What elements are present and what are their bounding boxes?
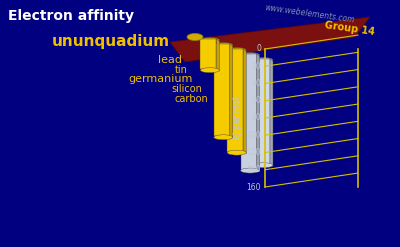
Polygon shape (257, 54, 260, 172)
Ellipse shape (200, 38, 219, 42)
Text: ununquadium: ununquadium (52, 35, 170, 49)
Ellipse shape (187, 34, 203, 41)
Ellipse shape (227, 47, 246, 53)
Text: 160: 160 (246, 183, 261, 191)
Polygon shape (200, 39, 216, 69)
Polygon shape (227, 49, 243, 152)
Polygon shape (241, 54, 257, 170)
Text: 60: 60 (251, 96, 261, 105)
Text: 120: 120 (247, 148, 261, 157)
Text: germanium: germanium (129, 74, 193, 84)
Text: www.webelements.com: www.webelements.com (264, 3, 356, 25)
Text: 100: 100 (246, 131, 261, 140)
Text: tin: tin (175, 65, 188, 75)
Text: 40: 40 (251, 79, 261, 88)
Text: carbon: carbon (174, 94, 208, 104)
Ellipse shape (254, 58, 273, 62)
Polygon shape (254, 59, 270, 164)
Ellipse shape (241, 168, 260, 173)
Ellipse shape (227, 150, 246, 155)
Ellipse shape (241, 53, 260, 58)
Polygon shape (216, 39, 219, 71)
Text: kJ per mol: kJ per mol (232, 97, 242, 139)
Ellipse shape (214, 42, 233, 47)
Polygon shape (270, 59, 273, 166)
Ellipse shape (200, 68, 219, 73)
Ellipse shape (214, 135, 233, 140)
Text: 0: 0 (256, 44, 261, 54)
Ellipse shape (254, 163, 273, 168)
Polygon shape (170, 17, 370, 62)
Text: Group 14: Group 14 (324, 21, 376, 38)
Text: 80: 80 (251, 114, 261, 123)
Text: silicon: silicon (171, 84, 202, 94)
Text: 140: 140 (246, 165, 261, 174)
Polygon shape (214, 44, 230, 136)
Polygon shape (230, 44, 233, 138)
Polygon shape (243, 49, 246, 154)
Text: lead: lead (158, 55, 182, 65)
Text: Electron affinity: Electron affinity (8, 9, 134, 23)
Text: 20: 20 (251, 62, 261, 71)
